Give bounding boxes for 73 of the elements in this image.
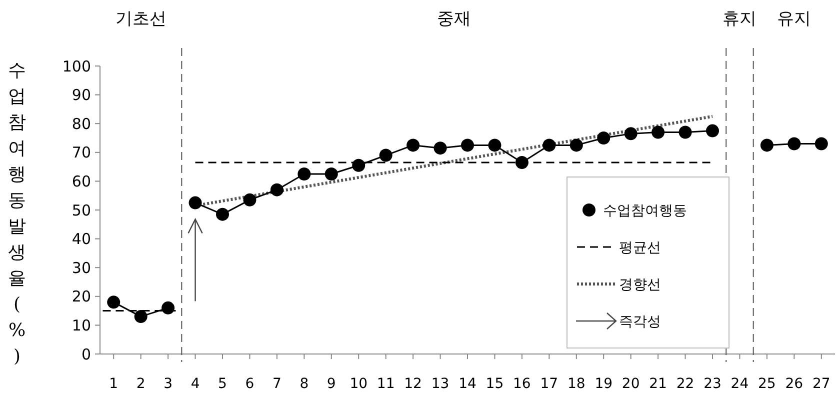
x-tick-label: 15 — [486, 376, 504, 392]
point — [597, 132, 610, 144]
legend-label: 경향선 — [619, 276, 661, 293]
point — [270, 183, 284, 196]
y-tick-label: 10 — [72, 316, 91, 334]
x-tick-label: 24 — [730, 376, 749, 392]
x-tick-label: 23 — [704, 376, 722, 392]
point — [216, 208, 229, 221]
y-tick-label: 40 — [72, 230, 91, 248]
x-tick-label: 19 — [594, 376, 613, 392]
x-tick-label: 16 — [513, 376, 531, 392]
legend-label: 수업참여행동 — [603, 202, 687, 219]
x-tick-label: 6 — [245, 376, 254, 392]
x-tick-label: 22 — [676, 376, 694, 392]
point — [515, 156, 528, 169]
y-tick-label: 80 — [72, 114, 91, 133]
text: 중재 — [436, 9, 471, 29]
y-tick-label: 70 — [72, 144, 91, 162]
point — [814, 137, 828, 150]
legend-label: 평균선 — [619, 240, 661, 256]
x-tick-label: 18 — [567, 376, 586, 392]
y-tick-label: 90 — [72, 86, 91, 104]
x-tick-label: 8 — [300, 376, 309, 392]
x-tick-label: 17 — [540, 376, 558, 392]
point — [162, 301, 175, 314]
point — [760, 138, 774, 152]
y-tick-label: 60 — [72, 172, 91, 190]
text: 수업참여행동발생율(%) — [8, 60, 26, 367]
x-tick-label: 4 — [190, 376, 200, 392]
point — [379, 148, 392, 162]
point — [678, 126, 692, 139]
x-tick-label: 13 — [431, 376, 450, 392]
text: 휴지 — [722, 9, 757, 29]
x-tick-label: 26 — [785, 376, 804, 392]
point — [324, 168, 338, 180]
point — [352, 158, 366, 172]
point — [542, 138, 556, 152]
point — [243, 193, 256, 206]
y-tick-label: 20 — [72, 288, 91, 306]
point — [298, 168, 311, 180]
x-tick-label: 25 — [758, 376, 776, 392]
y-tick-label: 30 — [72, 258, 91, 277]
x-tick-label: 10 — [350, 376, 368, 392]
x-tick-label: 11 — [376, 376, 395, 392]
point — [570, 138, 583, 152]
x-tick-label: 21 — [649, 376, 667, 392]
x-tick-label: 9 — [326, 376, 336, 392]
x-tick-label: 7 — [272, 376, 282, 392]
point — [434, 142, 447, 155]
point — [706, 124, 719, 138]
point — [461, 138, 474, 152]
text: 유지 — [777, 9, 812, 29]
point — [107, 296, 120, 309]
y-tick-label: 100 — [62, 57, 91, 76]
x-tick-label: 5 — [218, 376, 227, 392]
point — [188, 196, 202, 210]
x-tick-label: 12 — [404, 376, 422, 392]
point — [652, 126, 665, 139]
annotation: 즉각성 — [619, 314, 661, 330]
x-tick-label: 27 — [812, 376, 830, 392]
point — [624, 127, 638, 140]
x-tick-label: 1 — [109, 376, 118, 392]
text: 기초선 — [115, 9, 166, 29]
y-tick-label: 0 — [81, 345, 91, 364]
x-tick-label: 2 — [136, 376, 146, 392]
point — [788, 137, 801, 150]
point — [488, 138, 502, 152]
y-tick-label: 50 — [72, 201, 91, 220]
x-tick-label: 3 — [164, 376, 173, 392]
point — [406, 138, 420, 152]
x-tick-label: 14 — [458, 376, 476, 392]
point — [134, 310, 148, 324]
x-tick-label: 20 — [622, 376, 640, 392]
